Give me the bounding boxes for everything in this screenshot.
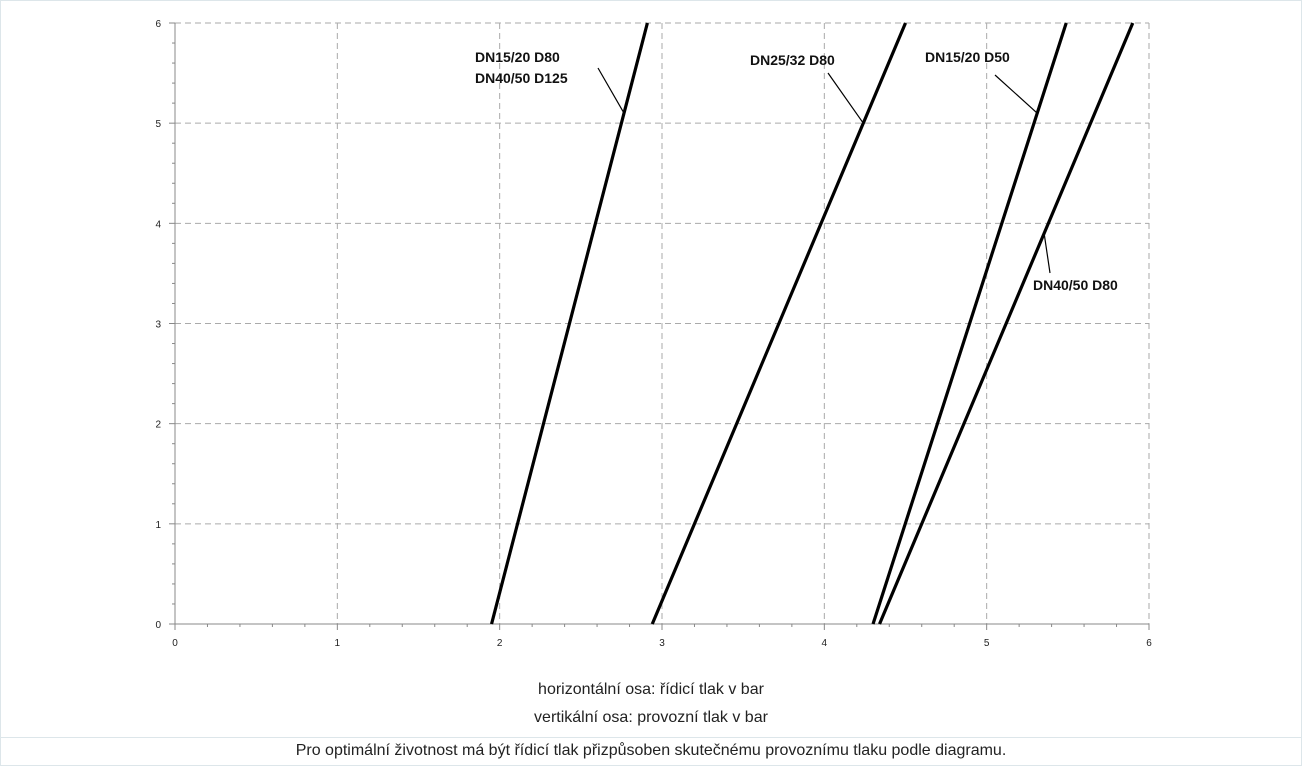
x-tick-label: 3 [659, 638, 665, 649]
x-tick-label: 0 [172, 638, 178, 649]
leader-line-4 [1043, 233, 1051, 274]
series-line-1 [490, 22, 649, 625]
y-tick-label: 1 [155, 520, 161, 531]
grid [175, 22, 1150, 624]
x-tick-label: 5 [984, 638, 990, 649]
caption-text: Pro optimální životnost má být řídicí tl… [295, 742, 1007, 759]
series-line-4 [878, 22, 1135, 625]
x-tick-label: 1 [335, 638, 341, 649]
leader-line-3 [994, 74, 1038, 114]
series-lines [490, 22, 1135, 625]
y-tick-label: 6 [155, 19, 161, 30]
y-tick-label: 0 [155, 620, 161, 631]
series-label-4: DN40/50 D80 [1033, 277, 1118, 293]
y-tick-label: 3 [155, 320, 161, 331]
caption-footer: Pro optimální životnost má být řídicí tl… [0, 737, 1302, 766]
leader-line-1 [597, 67, 625, 114]
series-line-3 [871, 22, 1068, 625]
y-tick-label: 2 [155, 420, 161, 431]
x-axis-description: horizontální osa: řídicí tlak v bar [538, 681, 764, 698]
series-label-3: DN15/20 D50 [925, 49, 1010, 65]
leader-line-2 [827, 72, 864, 124]
axes: 0 1 2 3 4 5 6 0 1 2 3 4 5 6 [155, 19, 1152, 649]
y-tick-label: 5 [155, 119, 161, 130]
y-tick-label: 4 [155, 219, 161, 230]
x-tick-label: 6 [1146, 638, 1152, 649]
x-tick-label: 2 [497, 638, 503, 649]
series-label-1: DN15/20 D80 [475, 49, 560, 65]
annotations: DN15/20 D80 DN40/50 D125 DN25/32 D80 DN15/2… [475, 49, 1118, 293]
x-tick-label: 4 [822, 638, 828, 649]
series-label-1: DN40/50 D125 [475, 70, 568, 86]
y-axis-description: vertikální osa: provozní tlak v bar [534, 709, 768, 726]
series-label-2: DN25/32 D80 [750, 52, 835, 68]
